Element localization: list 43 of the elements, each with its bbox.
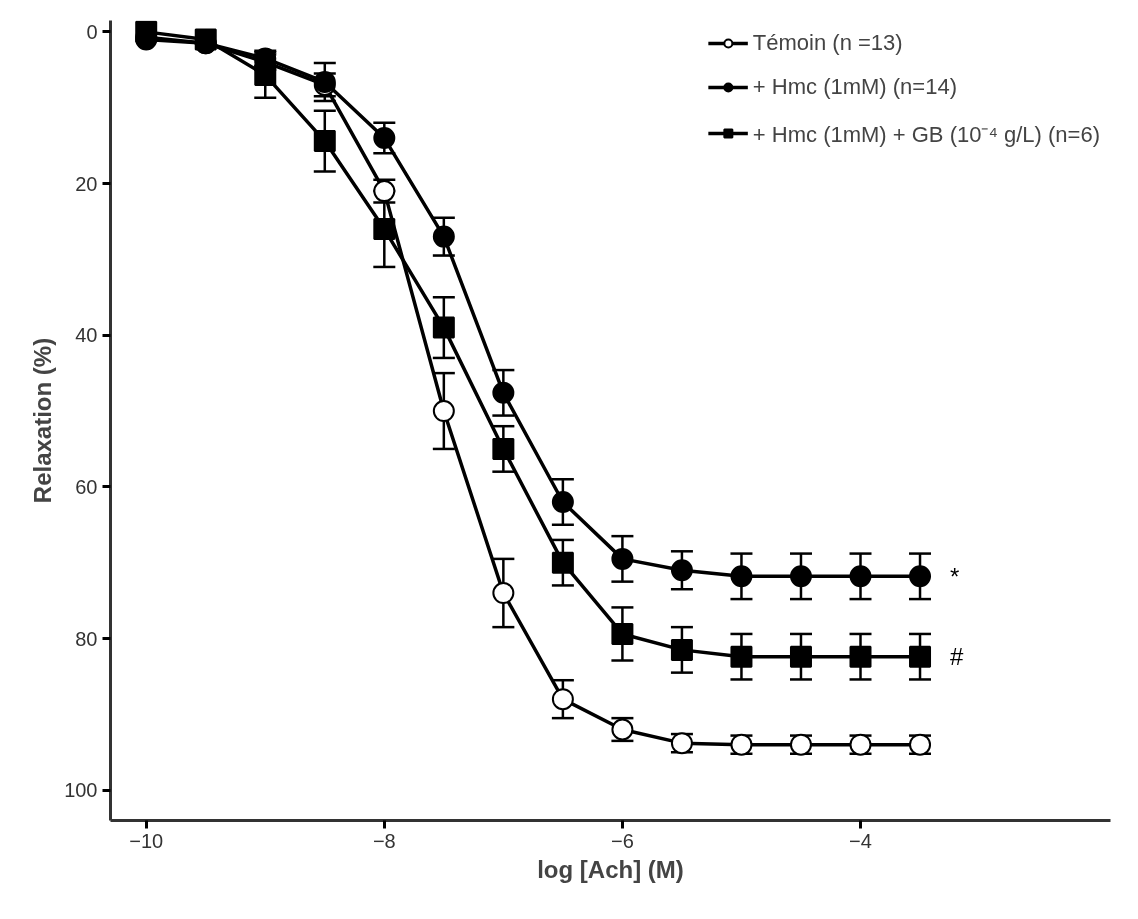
point	[730, 645, 753, 668]
point	[492, 582, 515, 604]
y-axis-title: Relaxation (%)	[29, 337, 57, 504]
point	[849, 565, 872, 588]
point	[313, 130, 336, 153]
y-tick-label: 20	[75, 172, 98, 195]
point	[670, 638, 693, 661]
point	[551, 551, 574, 574]
point	[670, 559, 693, 582]
point	[492, 437, 515, 460]
point	[194, 28, 217, 51]
x-tick-label: −10	[129, 829, 164, 852]
point	[909, 565, 932, 588]
point	[909, 645, 932, 668]
point	[849, 645, 872, 668]
point	[789, 565, 812, 588]
point	[611, 622, 634, 645]
legend-label: Témoin (n =13)	[752, 30, 903, 56]
point	[551, 491, 574, 513]
legend-label: + Hmc (1mM) (n=14)	[752, 74, 957, 100]
annotation: *	[950, 562, 960, 590]
y-tick-label: 40	[75, 324, 98, 347]
y-tick-label: 0	[86, 20, 98, 43]
y-tick-label: 100	[64, 779, 98, 802]
legend-label: + Hmc (1mM) + GB (10⁻⁴ g/L) (n=6)	[752, 121, 1100, 148]
point	[789, 645, 812, 668]
point	[373, 218, 396, 241]
point	[373, 127, 396, 150]
point	[611, 547, 634, 570]
point	[432, 225, 455, 248]
point	[492, 381, 515, 404]
x-tick-label: −6	[611, 829, 634, 852]
x-tick-label: −8	[372, 829, 396, 852]
point	[730, 565, 753, 588]
y-tick-label: 60	[75, 475, 98, 498]
x-tick-label: −4	[849, 829, 872, 852]
annotation: #	[950, 643, 965, 671]
y-tick-label: 80	[75, 627, 98, 650]
point	[432, 400, 455, 422]
point	[135, 20, 158, 43]
point	[432, 316, 455, 339]
x-axis-title: log [Ach] (M)	[537, 855, 684, 883]
point	[551, 688, 574, 711]
